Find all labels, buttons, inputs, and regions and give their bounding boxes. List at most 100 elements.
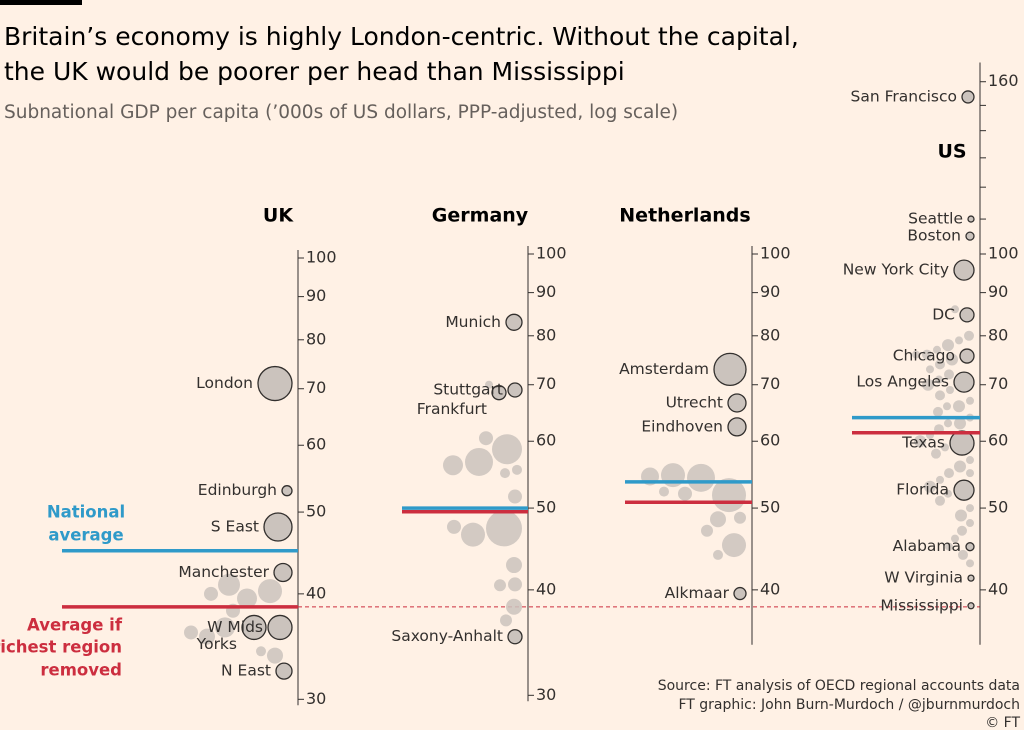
- legend-excluding: richest region: [0, 638, 122, 657]
- bubble: [943, 402, 951, 411]
- title-line: Britain’s economy is highly London-centr…: [4, 22, 799, 51]
- bubble-label: Eindhoven: [641, 417, 723, 435]
- bubble: [955, 509, 967, 522]
- bubble-label: Edinburgh: [198, 481, 277, 499]
- bubble: [953, 400, 965, 413]
- labeled-bubble: [507, 382, 523, 398]
- y-tick-label: 50: [988, 498, 1008, 517]
- y-tick-label: 70: [536, 374, 556, 393]
- bubble: [215, 617, 235, 638]
- legend-national: National: [47, 503, 125, 522]
- bubble: [944, 369, 954, 380]
- bubble: [944, 468, 954, 479]
- y-tick-label: 60: [306, 435, 326, 454]
- labeled-bubble: [281, 485, 293, 497]
- legend-excluding: Average if: [27, 616, 123, 635]
- bubble: [199, 628, 215, 645]
- bubble: [966, 559, 974, 568]
- bubble-label: Saxony-Anhalt: [391, 627, 503, 645]
- labeled-bubble: [959, 307, 975, 323]
- copyright: © FT: [985, 715, 1020, 730]
- bubble: [944, 419, 952, 428]
- y-tick-label: 100: [306, 248, 337, 267]
- bubble: [935, 390, 945, 401]
- bubble-label: San Francisco: [851, 87, 957, 105]
- bubble: [479, 431, 493, 446]
- bubble: [447, 519, 461, 534]
- bubble-label: Alkmaar: [665, 584, 730, 602]
- labeled-bubble: [967, 602, 975, 610]
- labeled-bubble: [263, 512, 293, 542]
- bubble: [659, 486, 669, 497]
- bubble: [914, 435, 926, 448]
- labeled-bubble: [275, 662, 293, 680]
- y-tick-label: 50: [306, 502, 326, 521]
- labeled-bubble: [507, 629, 523, 645]
- y-tick-label: 90: [536, 282, 556, 301]
- y-tick-label: 100: [536, 244, 567, 263]
- bubble: [267, 647, 283, 664]
- bubble: [465, 447, 493, 476]
- labeled-bubble: [967, 574, 975, 582]
- bubble: [944, 489, 952, 498]
- labeled-bubble: [967, 215, 975, 223]
- y-tick-label: 40: [536, 579, 556, 598]
- panel-title: Germany: [432, 205, 529, 227]
- bubble-label: London: [196, 374, 253, 392]
- credit: FT graphic: John Burn-Murdoch / @jburnmu…: [678, 697, 1020, 713]
- labeled-bubble: [257, 365, 293, 402]
- labeled-bubble: [733, 586, 747, 601]
- bubble: [506, 598, 522, 615]
- bubble-label: Los Angeles: [856, 373, 949, 391]
- y-tick-label: 70: [988, 374, 1008, 393]
- y-tick-label: 70: [306, 378, 326, 397]
- bubble: [710, 511, 726, 528]
- bubble: [955, 336, 963, 345]
- bubble-label: Texas: [901, 434, 945, 452]
- labeled-bubble: [965, 542, 975, 552]
- bubble: [485, 380, 493, 389]
- bubble: [966, 469, 974, 478]
- labeled-bubble: [961, 90, 975, 104]
- labeled-bubble: [959, 348, 975, 364]
- bubble: [678, 486, 692, 501]
- y-tick-label: 90: [988, 282, 1008, 301]
- bubble: [508, 489, 522, 504]
- labeled-bubble: [713, 352, 747, 387]
- bubble: [933, 406, 943, 417]
- bubble: [256, 646, 266, 657]
- bubble-label: Frankfurt: [417, 400, 487, 418]
- labeled-bubble: [267, 614, 293, 641]
- bubble-label: New York City: [843, 261, 949, 279]
- bubble: [713, 549, 723, 560]
- y-tick-label: 160: [988, 71, 1019, 90]
- bubble: [966, 396, 974, 405]
- bubble: [922, 349, 932, 360]
- bubble: [958, 549, 968, 560]
- bubble: [935, 375, 943, 384]
- panel-title: UK: [263, 205, 294, 227]
- title-line: the UK would be poorer per head than Mis…: [4, 57, 625, 86]
- bubble-label: Seattle: [908, 210, 963, 228]
- bubble-label: W Virginia: [884, 569, 963, 587]
- panel-title: US: [937, 141, 966, 163]
- bubble: [461, 522, 485, 547]
- panel-title: Netherlands: [619, 205, 750, 227]
- bubble: [957, 525, 967, 536]
- y-tick-label: 60: [760, 431, 780, 450]
- legend-excluding: removed: [40, 661, 122, 680]
- bubble: [946, 386, 954, 395]
- bubble: [258, 579, 282, 604]
- y-tick-label: 50: [760, 498, 780, 517]
- bubble-label: Utrecht: [666, 393, 723, 411]
- bubble: [237, 588, 257, 609]
- bubble: [492, 434, 522, 465]
- bubble: [951, 534, 959, 543]
- labeled-bubble: [273, 562, 293, 583]
- bubble: [687, 463, 715, 492]
- bubble-label: Boston: [907, 227, 961, 245]
- y-tick-label: 30: [306, 689, 326, 708]
- y-tick-label: 90: [760, 282, 780, 301]
- y-tick-label: 60: [536, 431, 556, 450]
